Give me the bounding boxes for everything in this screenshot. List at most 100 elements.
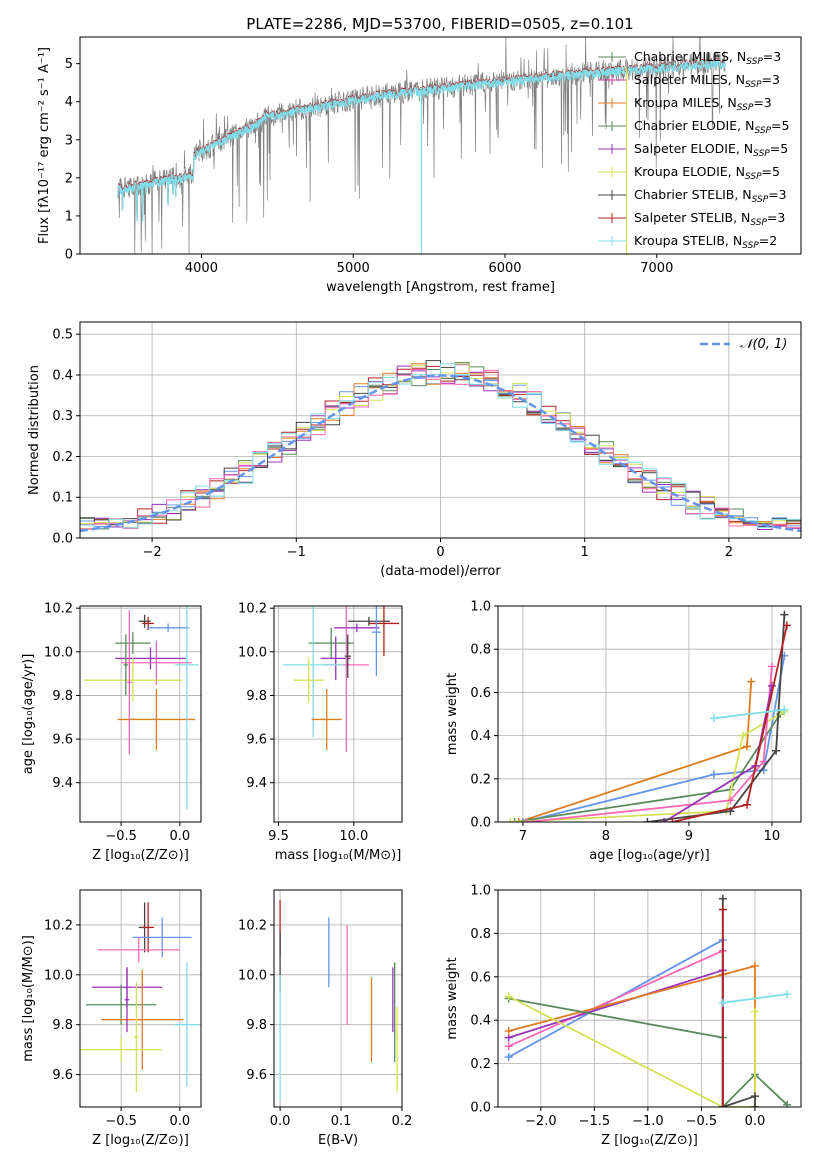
y-tick-label: 9.6 <box>246 733 267 748</box>
y-axis-label: Flux [fλ10⁻¹⁷ erg cm⁻² s⁻¹ A⁻¹] <box>37 47 52 244</box>
error-bar-point <box>124 967 130 1033</box>
legend-entry: Salpeter ELODIE, NSSP=5 <box>634 141 788 159</box>
y-axis-label: mass [log₁₀(M/M⊙)] <box>21 935 36 1062</box>
weight-marker <box>780 705 789 714</box>
y-tick-label: 10.0 <box>238 645 267 660</box>
x-tick-label: 0.1 <box>331 1114 352 1129</box>
error-bar-point <box>344 634 351 678</box>
axes-frame <box>79 889 202 1108</box>
weight-marker <box>718 905 727 914</box>
residuals-legend: 𝒩(0, 1) <box>700 337 787 352</box>
weight-marker <box>738 731 747 740</box>
y-tick-label: 0 <box>65 248 73 263</box>
weight-series-line <box>518 681 753 822</box>
error-bar-point <box>85 984 157 1025</box>
y-tick-label: 0.4 <box>52 368 73 383</box>
error-bar-point <box>97 937 180 963</box>
legend-entry: Chabrier STELIB, NSSP=3 <box>634 187 787 205</box>
y-axis-label: Normed distribution <box>27 365 42 495</box>
x-tick-label: −0.5 <box>105 829 137 844</box>
y-tick-label: 0.6 <box>470 970 491 985</box>
x-tick-label: 0.2 <box>392 1114 413 1129</box>
legend-entry: Salpeter MILES, NSSP=3 <box>634 72 780 90</box>
weight-marker <box>767 662 776 671</box>
error-bar-point <box>121 640 192 685</box>
error-bar-point <box>175 606 199 809</box>
y-tick-label: 10.2 <box>238 602 267 617</box>
x-axis-label: (data-model)/error <box>380 564 501 579</box>
y-tick-label: 0.0 <box>52 532 73 547</box>
axes-frame <box>79 605 202 823</box>
error-bar-point <box>101 969 184 1070</box>
plot-area <box>506 610 791 822</box>
axes-frame <box>497 889 802 1108</box>
legend-entry: Salpeter STELIB, NSSP=3 <box>634 210 785 228</box>
x-tick-label: 6000 <box>488 261 521 276</box>
y-axis-label: mass weight <box>445 957 460 1039</box>
axes-frame <box>273 605 403 823</box>
axes-frame <box>273 889 403 1108</box>
x-tick-label: −0.5 <box>105 1114 137 1129</box>
y-tick-label: 0.6 <box>470 686 491 701</box>
error-bar-point <box>132 917 192 958</box>
axes-frame <box>79 36 802 255</box>
x-tick-label: 9 <box>685 829 693 844</box>
x-axis-label: age [log₁₀(age/yr)] <box>589 848 710 863</box>
weight-marker <box>743 800 752 809</box>
y-tick-label: 0.2 <box>470 1057 491 1072</box>
x-tick-label: 0.0 <box>270 1114 291 1129</box>
weight-vs-metallicity-panel: −2.0 −1.5 −1.0 −0.5 0.0 0.0 0.2 0.4 0.6 0.8 1.0 Z [… <box>445 884 802 1148</box>
weight-marker <box>783 1100 792 1107</box>
y-tick-label: 9.6 <box>52 1068 73 1083</box>
y-tick-label: 1 <box>65 209 73 224</box>
weight-marker <box>743 742 752 751</box>
y-tick-label: 0.3 <box>52 409 73 424</box>
y-tick-label: 0.5 <box>52 328 73 343</box>
x-tick-label: 0 <box>436 545 444 560</box>
weight-series-line <box>647 614 786 822</box>
error-bar-point <box>146 623 190 633</box>
weight-marker <box>750 961 759 970</box>
y-tick-label: 10.2 <box>238 918 267 933</box>
legend-entry: 𝒩(0, 1) <box>740 337 787 352</box>
weight-marker <box>709 770 718 779</box>
y-axis-label: mass weight <box>445 673 460 755</box>
weight-marker <box>504 1042 513 1051</box>
weight-marker <box>504 1053 513 1062</box>
legend-entry: Kroupa MILES, NSSP=3 <box>634 95 772 113</box>
weight-marker <box>747 677 756 686</box>
x-tick-label: −1.0 <box>632 1114 664 1129</box>
weight-marker <box>759 757 768 766</box>
legend-entry: Chabrier MILES, NSSP=3 <box>634 49 781 67</box>
weight-marker <box>782 621 791 630</box>
plot-area <box>117 37 726 254</box>
weight-series-line <box>527 666 773 822</box>
x-axis-label: mass [log₁₀(M/M⊙)] <box>275 848 402 863</box>
weight-marker <box>783 990 792 999</box>
y-tick-label: 9.8 <box>52 689 73 704</box>
plot-area <box>83 606 199 809</box>
x-tick-label: 4000 <box>185 261 218 276</box>
plot-area <box>80 902 199 1093</box>
x-tick-label: −0.5 <box>686 1114 718 1129</box>
x-axis-label: Z [log₁₀(Z/Z⊙)] <box>92 1133 189 1148</box>
x-tick-label: −1.5 <box>579 1114 611 1129</box>
plot-area <box>504 894 792 1107</box>
mass-vs-metallicity-panel: −0.5 0.0 9.6 9.8 10.0 10.2 Z [log₁₀(Z/Z⊙)] mass… <box>21 889 202 1148</box>
weight-marker <box>772 746 781 755</box>
x-tick-label: 1 <box>581 545 589 560</box>
weight-marker <box>718 1103 727 1107</box>
error-bar-point <box>115 647 186 670</box>
error-bar-point <box>123 634 129 696</box>
x-tick-label: −2.0 <box>525 1114 557 1129</box>
y-tick-label: 9.8 <box>52 1018 73 1033</box>
weight-marker <box>709 714 718 723</box>
y-tick-label: 0.1 <box>52 491 73 506</box>
y-tick-label: 3 <box>65 133 73 148</box>
x-tick-label: 7000 <box>640 261 673 276</box>
weight-marker <box>750 1103 759 1107</box>
legend-entry: Chabrier ELODIE, NSSP=5 <box>634 118 789 136</box>
figure-title: PLATE=2286, MJD=53700, FIBERID=0505, z=0… <box>246 15 633 33</box>
x-tick-label: −1 <box>287 545 306 560</box>
